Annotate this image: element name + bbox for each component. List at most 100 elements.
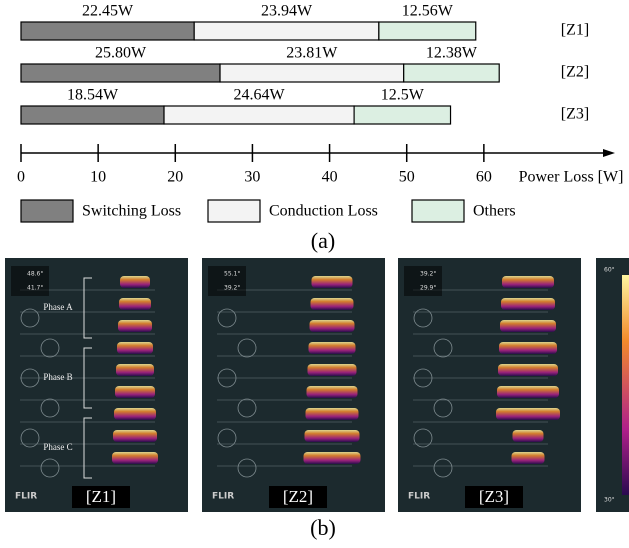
bar-segment — [403, 63, 500, 83]
brand: FLIR — [408, 492, 430, 502]
component — [40, 458, 60, 478]
component — [413, 428, 433, 448]
readout-box — [208, 266, 246, 296]
x-tick-label: 50 — [399, 169, 415, 186]
component — [237, 458, 257, 478]
label-box — [269, 486, 327, 508]
caption-b: (b) — [310, 515, 336, 540]
legend-label: Others — [473, 203, 516, 220]
panel-label: [Z2] — [283, 487, 313, 506]
phase-label: Phase B — [43, 372, 72, 382]
caption-a: (a) — [311, 228, 335, 253]
legend-swatch — [207, 199, 261, 223]
value-label: 18.54W — [67, 87, 119, 104]
hot-spot — [496, 408, 560, 420]
bar-segment — [193, 21, 380, 41]
component — [217, 368, 237, 388]
hot-spot — [119, 298, 151, 310]
label-box — [72, 486, 130, 508]
x-tick-label: 20 — [167, 169, 183, 186]
hot-spot — [113, 430, 157, 442]
bar-segment — [20, 63, 221, 83]
temp-max: 48.6° — [27, 271, 43, 278]
hot-spot — [115, 386, 155, 398]
x-tick-label: 60 — [476, 169, 492, 186]
hot-spot — [114, 408, 156, 420]
hot-spot — [117, 342, 153, 354]
value-label: 24.64W — [234, 87, 286, 104]
panel-label: [Z1] — [86, 487, 116, 506]
readout-box — [404, 266, 442, 296]
category-label: [Z2] — [561, 64, 589, 81]
hot-spot — [308, 342, 356, 354]
hot-spot — [112, 452, 158, 464]
bar-segment — [20, 105, 165, 125]
phase-bracket — [83, 347, 92, 409]
hot-spot — [116, 364, 154, 376]
component — [433, 338, 453, 358]
hot-spot — [511, 452, 545, 464]
x-tick-label: 0 — [17, 169, 25, 186]
temp-min: 29.9° — [420, 285, 436, 292]
hot-spot — [307, 364, 357, 376]
value-label: 12.38W — [426, 45, 478, 62]
category-label: [Z3] — [561, 106, 589, 123]
hot-spot — [310, 298, 354, 310]
legend-swatch — [411, 199, 465, 223]
bar-segment — [378, 21, 477, 41]
value-label: 12.56W — [402, 3, 454, 20]
component — [237, 398, 257, 418]
x-tick-label: 10 — [90, 169, 106, 186]
hot-spot — [500, 320, 556, 332]
legend-label: Conduction Loss — [269, 203, 378, 220]
component — [433, 458, 453, 478]
hot-spot — [120, 276, 150, 288]
x-tick-label: 40 — [322, 169, 338, 186]
temp-max: 55.1° — [224, 271, 240, 278]
temp-min: 41.7° — [27, 285, 43, 292]
component — [40, 398, 60, 418]
component — [20, 428, 40, 448]
value-label: 23.81W — [286, 45, 338, 62]
temp-min: 39.2° — [224, 285, 240, 292]
value-label: 25.80W — [95, 45, 147, 62]
x-axis-label: Power Loss [W] — [519, 169, 624, 186]
hot-spot — [306, 386, 358, 398]
bar-segment — [353, 105, 452, 125]
temp-max: 39.2° — [420, 271, 436, 278]
component — [217, 428, 237, 448]
hot-spot — [309, 320, 355, 332]
scale-bar — [622, 275, 629, 495]
component — [20, 368, 40, 388]
component — [413, 308, 433, 328]
scale-max: 60° — [604, 267, 615, 274]
component — [413, 368, 433, 388]
value-label: 12.5W — [381, 87, 425, 104]
hot-spot — [304, 430, 360, 442]
component — [217, 308, 237, 328]
value-label: 22.45W — [82, 3, 134, 20]
component — [40, 338, 60, 358]
thermal-image — [5, 258, 188, 512]
scale-min: 30° — [604, 497, 615, 504]
label-box — [465, 486, 523, 508]
bar-segment — [219, 63, 405, 83]
x-tick-label: 30 — [244, 169, 260, 186]
x-axis-arrow — [603, 149, 615, 157]
hot-spot — [499, 342, 557, 354]
brand: FLIR — [15, 492, 37, 502]
hot-spot — [512, 430, 544, 442]
legend-swatch — [20, 199, 74, 223]
hot-spot — [502, 276, 554, 288]
hot-spot — [501, 298, 555, 310]
category-label: [Z1] — [561, 22, 589, 39]
bar-segment — [163, 105, 355, 125]
component — [433, 398, 453, 418]
brand: FLIR — [212, 492, 234, 502]
readout-box — [11, 266, 49, 296]
phase-label: Phase A — [43, 302, 73, 312]
panel-label: [Z3] — [479, 487, 509, 506]
phase-bracket — [83, 417, 92, 479]
hot-spot — [303, 452, 361, 464]
